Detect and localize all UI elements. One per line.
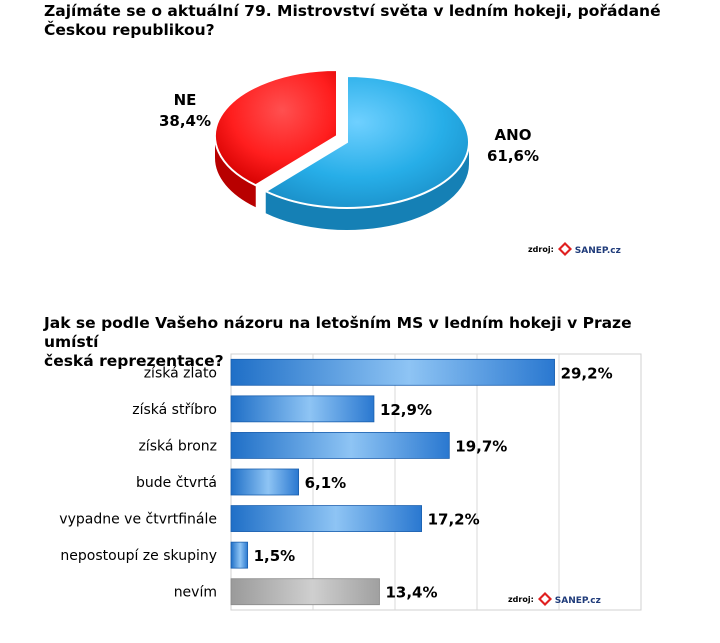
pie-source-label: zdroj: bbox=[528, 244, 554, 254]
pie-chart-title: Zajímáte se o aktuální 79. Mistrovství s… bbox=[44, 2, 661, 39]
pie-source: zdroj: SANEP.cz bbox=[528, 240, 621, 258]
bar-source-label: zdroj: bbox=[508, 594, 534, 604]
bar-2 bbox=[230, 432, 450, 459]
pie-slice-ne-side bbox=[215, 136, 256, 208]
pie-label-ano: ANO 61,6% bbox=[478, 125, 548, 167]
bar-source-logo-text: SANEP.cz bbox=[554, 596, 601, 606]
pie-source-logo-text: SANEP.cz bbox=[574, 246, 621, 256]
bar-category-label: získá zlato bbox=[144, 365, 217, 381]
sanep-logo-icon bbox=[557, 242, 572, 256]
pie-label-ne-name: NE bbox=[173, 91, 197, 109]
pie-label-ano-name: ANO bbox=[494, 126, 532, 144]
bar-5 bbox=[230, 541, 249, 569]
bar-4 bbox=[230, 505, 422, 532]
pie-label-ne-value: 38,4% bbox=[158, 112, 212, 130]
pie-label-ano-value: 61,6% bbox=[486, 147, 540, 165]
bar-value-label: 6,1% bbox=[305, 474, 347, 492]
bar-value-label: 1,5% bbox=[254, 547, 296, 565]
bar-value-label: 19,7% bbox=[455, 437, 507, 455]
pie-slice-ano-side bbox=[265, 142, 469, 230]
bar-value-label: 29,2% bbox=[561, 364, 613, 382]
pie-slice-ano bbox=[263, 74, 470, 209]
bar-category-label: získá bronz bbox=[138, 438, 217, 454]
bar-category-label: bude čtvrtá bbox=[136, 475, 217, 491]
pie-label-ne: NE 38,4% bbox=[150, 90, 220, 132]
bar-chart-title: Jak se podle Vašeho názoru na letošním M… bbox=[44, 314, 632, 370]
bar-value-label: 17,2% bbox=[428, 511, 480, 529]
bar-3 bbox=[230, 468, 299, 496]
bar-1 bbox=[230, 395, 375, 423]
bar-value-label: 12,9% bbox=[380, 401, 432, 419]
bar-category-label: vypadne ve čtvrtfinále bbox=[59, 512, 217, 528]
bar-value-label: 13,4% bbox=[385, 584, 437, 602]
bar-0 bbox=[230, 358, 555, 386]
bar-category-label: nevím bbox=[174, 585, 217, 601]
bar-category-label: získá stříbro bbox=[132, 402, 217, 418]
bar-category-label: nepostoupí ze skupiny bbox=[60, 548, 217, 564]
pie-slice-ne bbox=[214, 68, 338, 187]
bar-source: zdroj: SANEP.cz bbox=[508, 590, 601, 608]
sanep-logo-icon bbox=[537, 592, 552, 606]
bar-6 bbox=[230, 578, 380, 606]
